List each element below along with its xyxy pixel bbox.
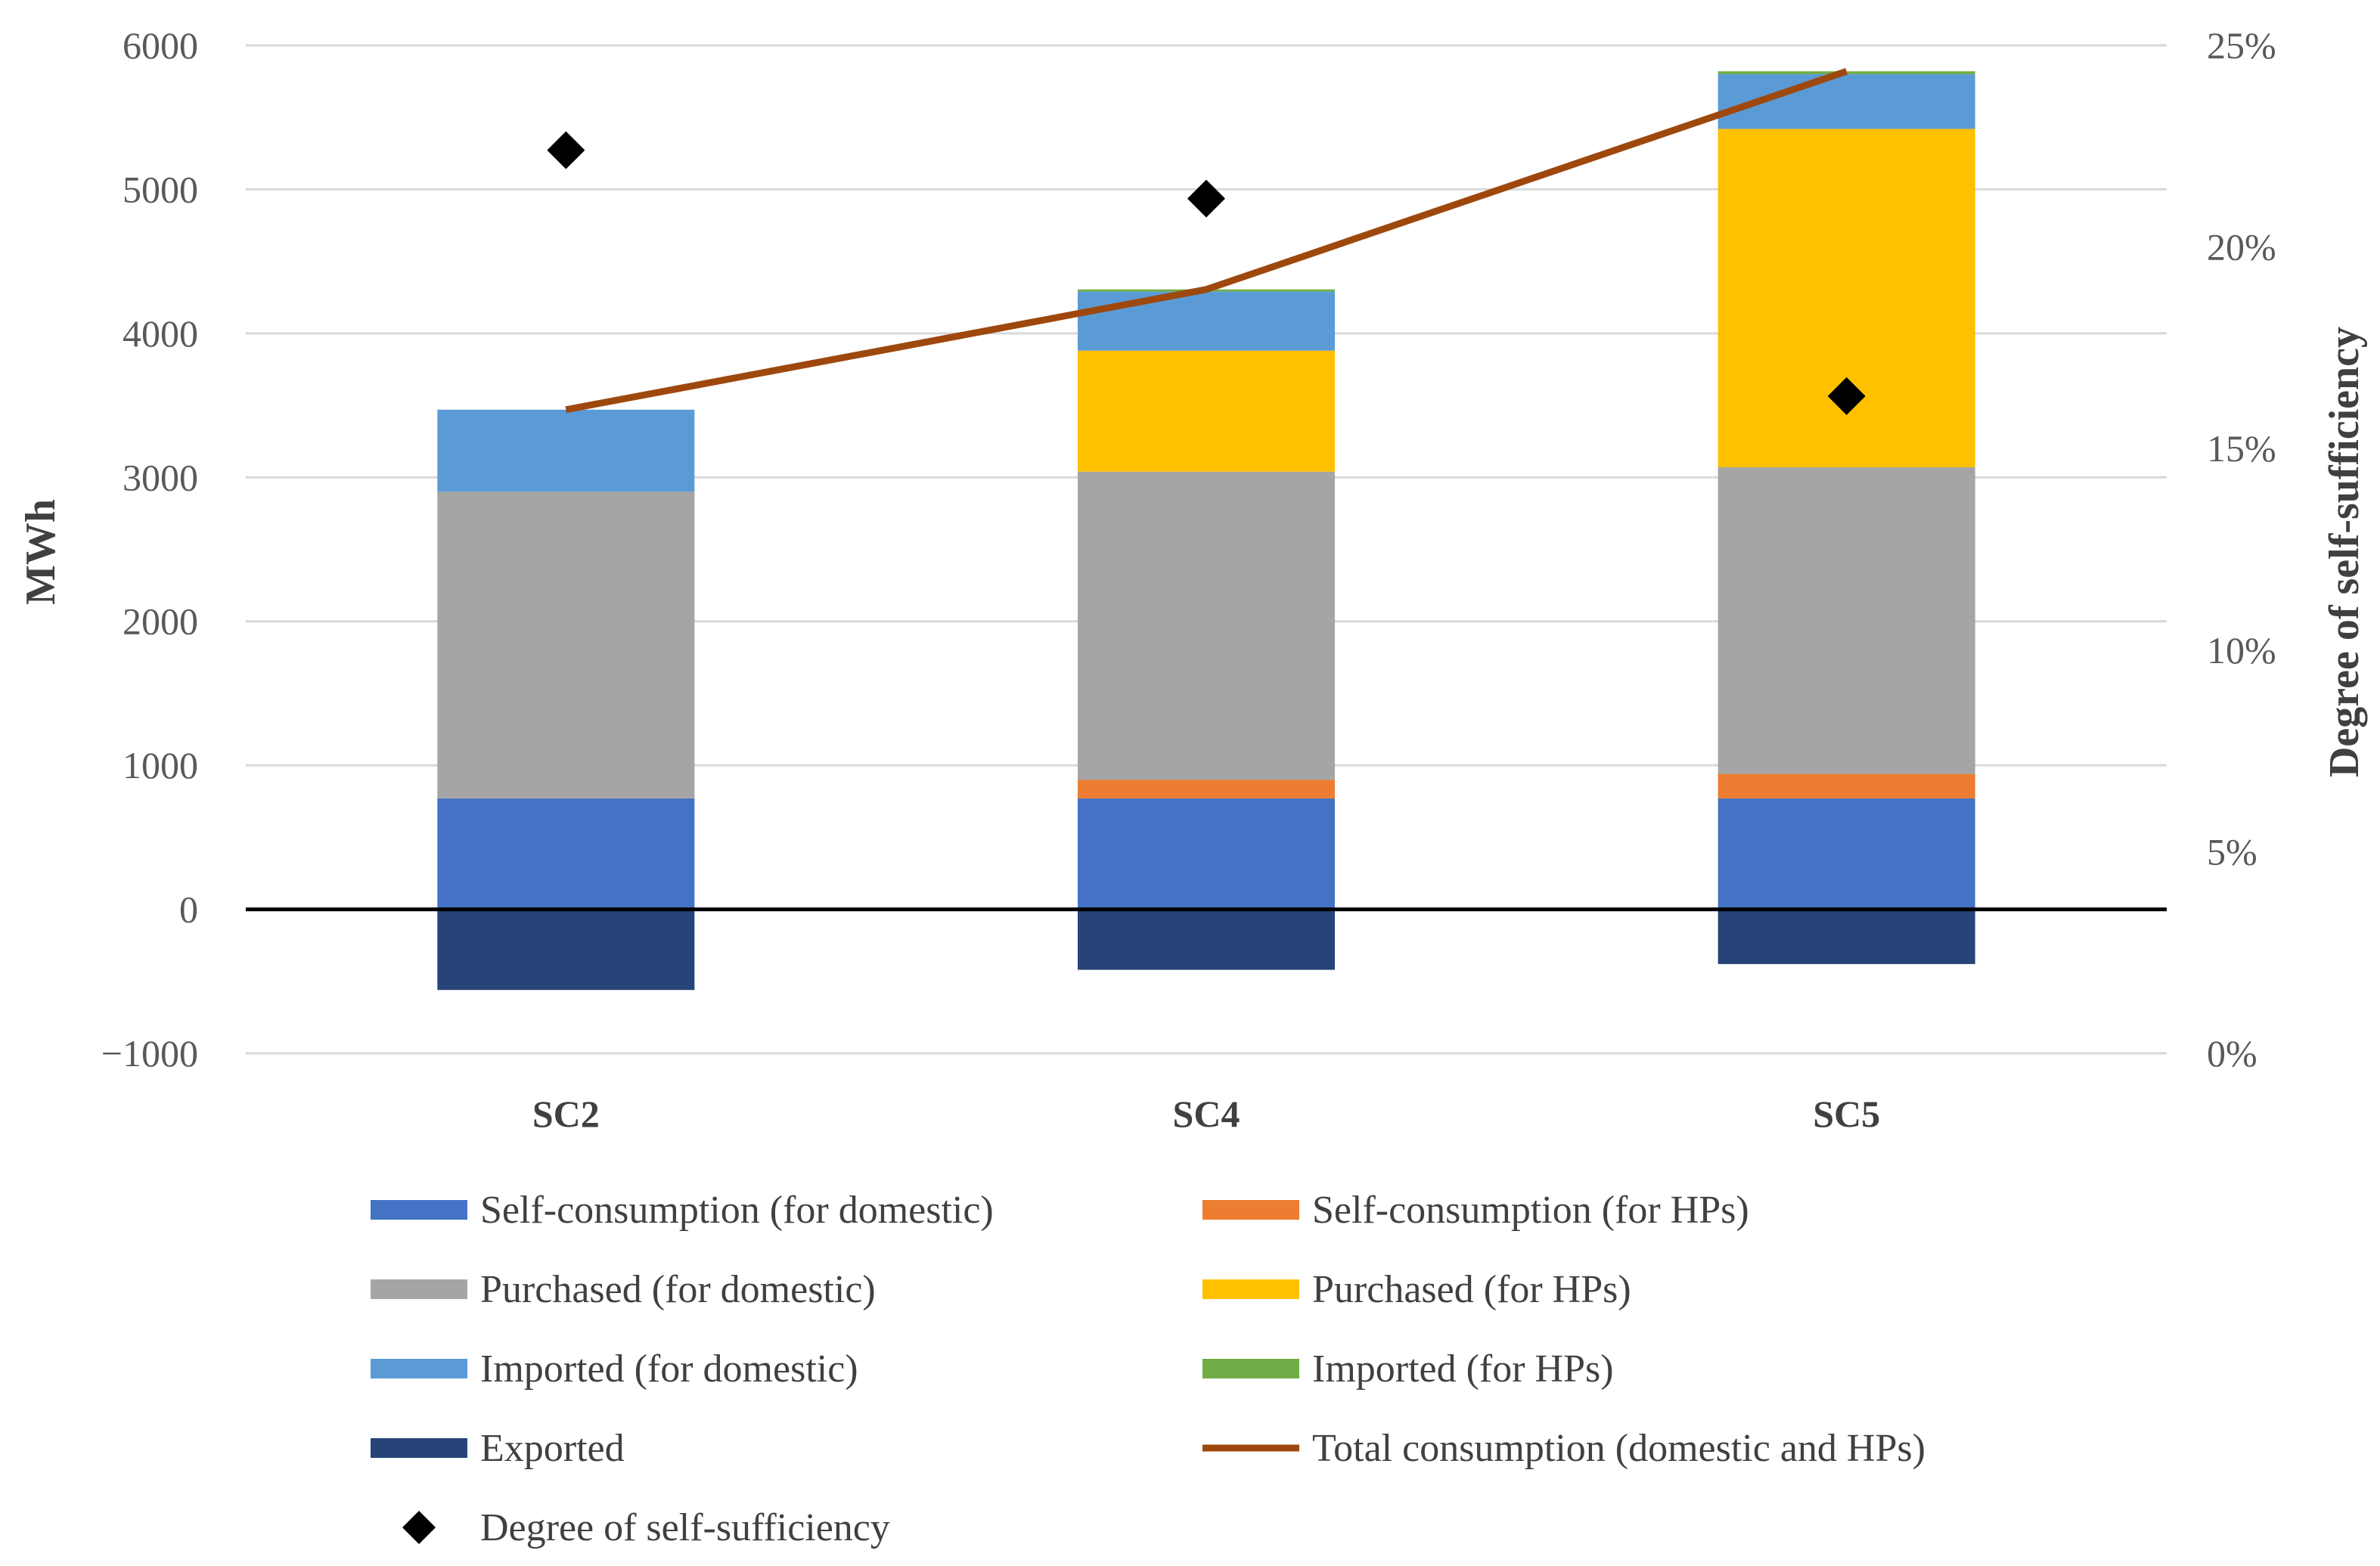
bar-self-consumption-for-hps-sc5 xyxy=(1718,774,1975,799)
marker-self-sufficiency-sc4 xyxy=(1187,179,1225,218)
y-axis-left-title: MWh xyxy=(17,499,64,605)
y-tick-label: −1000 xyxy=(101,1032,198,1074)
y-axis-right-title: Degree of self-sufficiency xyxy=(2321,327,2368,777)
bar-exported-sc4 xyxy=(1078,909,1335,970)
bar-self-consumption-for-domestic-sc4 xyxy=(1078,798,1335,910)
bar-purchased-for-hps-sc4 xyxy=(1078,350,1335,472)
total-consumption-line xyxy=(565,68,1848,414)
x-tick-label-sc2: SC2 xyxy=(532,1093,600,1135)
legend-item-imported-for-domestic: Imported (for domestic) xyxy=(371,1347,858,1391)
legend-item-purchased-for-domestic: Purchased (for domestic) xyxy=(371,1268,876,1311)
legend-swatch xyxy=(1202,1279,1299,1299)
y-tick-label: 0 xyxy=(179,888,198,931)
legend: Self-consumption (for domestic) Self-cons… xyxy=(371,1189,1925,1549)
legend-item-self-consumption-for-hps: Self-consumption (for HPs) xyxy=(1202,1189,1749,1232)
y-tick-label: 2000 xyxy=(123,600,198,643)
bar-imported-for-domestic-sc4 xyxy=(1078,291,1335,351)
legend-label: Self-consumption (for domestic) xyxy=(480,1189,994,1232)
y-tick-label: 6000 xyxy=(123,24,198,67)
legend-label: Self-consumption (for HPs) xyxy=(1312,1189,1749,1232)
legend-swatch xyxy=(371,1359,467,1378)
legend-swatch xyxy=(1202,1359,1299,1378)
bar-imported-for-domestic-sc2 xyxy=(437,409,695,492)
bar-exported-sc5 xyxy=(1718,909,1975,964)
y-right-tick-label: 25% xyxy=(2207,24,2276,67)
legend-label: Exported xyxy=(480,1427,625,1470)
legend-item-purchased-for-hps: Purchased (for HPs) xyxy=(1202,1268,1631,1311)
legend-label: Degree of self-sufficiency xyxy=(480,1506,890,1549)
legend-item-self-consumption-for-domestic: Self-consumption (for domestic) xyxy=(371,1189,994,1232)
line-total-consumption-domestic-and-hps xyxy=(565,68,1848,414)
y-right-tick-label: 0% xyxy=(2207,1032,2257,1074)
legend-swatch xyxy=(371,1438,467,1458)
bar-purchased-for-domestic-sc2 xyxy=(437,492,695,799)
legend-swatch xyxy=(402,1511,436,1544)
y-tick-label: 4000 xyxy=(123,312,198,355)
bar-self-consumption-for-domestic-sc2 xyxy=(437,798,695,910)
y-tick-label: 5000 xyxy=(123,168,198,210)
y-right-tick-label: 10% xyxy=(2207,629,2276,671)
legend-label: Imported (for HPs) xyxy=(1312,1347,1614,1391)
y-right-tick-label: 5% xyxy=(2207,830,2257,873)
marker-self-sufficiency-sc5 xyxy=(1827,377,1866,415)
marker-self-sufficiency-sc2 xyxy=(547,131,585,169)
bar-purchased-for-domestic-sc5 xyxy=(1718,467,1975,774)
legend-label: Imported (for domestic) xyxy=(480,1347,858,1391)
legend-item-imported-for-hps: Imported (for HPs) xyxy=(1202,1347,1614,1391)
bar-purchased-for-hps-sc5 xyxy=(1718,129,1975,467)
legend-swatch xyxy=(371,1279,467,1299)
legend-swatch xyxy=(371,1200,467,1220)
legend-label: Purchased (for HPs) xyxy=(1312,1268,1631,1311)
y-right-tick-label: 20% xyxy=(2207,226,2276,268)
bar-purchased-for-domestic-sc4 xyxy=(1078,471,1335,780)
legend-item-degree-of-self-sufficiency: Degree of self-sufficiency xyxy=(402,1506,890,1549)
legend-item-total-consumption-domestic-and-hps: Total consumption (domestic and HPs) xyxy=(1202,1427,1925,1470)
bar-self-consumption-for-hps-sc4 xyxy=(1078,780,1335,799)
bars xyxy=(437,71,1975,991)
y-tick-label: 3000 xyxy=(123,456,198,498)
y-axis-left-ticks: 6000 5000 4000 3000 2000 1000 0 −1000 xyxy=(101,24,198,1074)
y-right-tick-label: 15% xyxy=(2207,427,2276,470)
legend-item-exported: Exported xyxy=(371,1427,625,1470)
bar-self-consumption-for-domestic-sc5 xyxy=(1718,798,1975,910)
legend-label: Total consumption (domestic and HPs) xyxy=(1312,1427,1925,1470)
x-tick-label-sc5: SC5 xyxy=(1813,1093,1880,1135)
y-tick-label: 1000 xyxy=(123,744,198,786)
x-axis-categories: SC2 SC4 SC5 xyxy=(532,1093,1880,1135)
x-tick-label-sc4: SC4 xyxy=(1173,1093,1240,1135)
self-sufficiency-markers xyxy=(547,131,1866,415)
legend-label: Purchased (for domestic) xyxy=(480,1268,876,1311)
bar-exported-sc2 xyxy=(437,909,695,991)
legend-swatch xyxy=(1202,1200,1299,1220)
y-axis-right-ticks: 25% 20% 15% 10% 5% 0% xyxy=(2207,24,2276,1074)
